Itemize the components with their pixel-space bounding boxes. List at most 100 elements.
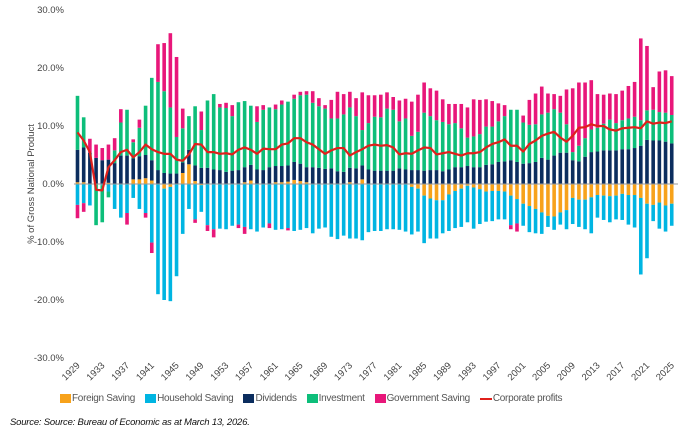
bar-government-saving-1959 xyxy=(261,105,265,110)
bar-investment-1943 xyxy=(162,91,166,173)
bar-dividends-1997 xyxy=(496,161,501,184)
bar-investment-1989 xyxy=(447,124,451,170)
bar-government-saving-1995 xyxy=(484,99,488,127)
bar-dividends-1975 xyxy=(360,165,365,180)
chart: % of Gross National Product 30.0% 20.0% 10… xyxy=(26,5,678,383)
bar-household-saving-1961 xyxy=(273,184,278,230)
bar-dividends-2003 xyxy=(533,161,538,184)
bar-investment-2015 xyxy=(608,119,612,151)
bar-investment-1996 xyxy=(490,126,495,165)
bar-household-saving-1939 xyxy=(137,184,142,209)
bar-dividends-1980 xyxy=(391,170,395,184)
bar-government-saving-1934 xyxy=(106,144,111,160)
bar-household-saving-1970 xyxy=(329,184,334,237)
bar-dividends-1958 xyxy=(255,169,259,184)
bar-dividends-2007 xyxy=(558,152,563,184)
bar-investment-1949 xyxy=(199,130,204,168)
x-tick-label: 1981 xyxy=(382,360,405,383)
bar-foreign-saving-1993 xyxy=(471,184,476,188)
bar-investment-1968 xyxy=(317,106,321,168)
bar-investment-1958 xyxy=(255,121,259,170)
bar-government-saving-1942 xyxy=(156,44,160,82)
bar-investment-1965 xyxy=(298,95,303,164)
bar-dividends-1956 xyxy=(242,167,247,183)
y-tick-label: -20.0% xyxy=(34,295,65,306)
bar-dividends-2015 xyxy=(608,150,612,184)
bar-foreign-saving-1957 xyxy=(249,180,253,184)
bar-household-saving-1958 xyxy=(255,184,259,232)
bar-government-saving-1974 xyxy=(354,98,358,117)
bar-government-saving-2012 xyxy=(589,80,594,130)
bar-investment-1969 xyxy=(323,108,327,169)
bar-government-saving-1975 xyxy=(360,92,365,131)
bar-foreign-saving-2010 xyxy=(577,184,581,200)
bar-foreign-saving-1949 xyxy=(199,184,204,186)
bar-household-saving-1942 xyxy=(156,184,160,295)
bar-household-saving-1983 xyxy=(409,186,414,235)
bar-investment-2017 xyxy=(620,120,625,150)
bar-government-saving-2013 xyxy=(595,94,600,128)
bar-household-saving-1997 xyxy=(496,190,501,220)
bar-investment-1987 xyxy=(434,120,439,171)
bar-household-saving-1929 xyxy=(75,184,80,205)
bar-dividends-1962 xyxy=(279,166,284,183)
bar-investment-2005 xyxy=(546,112,550,160)
bar-household-saving-1986 xyxy=(428,198,433,239)
bar-dividends-2019 xyxy=(632,148,637,184)
bar-government-saving-2019 xyxy=(632,81,637,117)
bar-investment-1974 xyxy=(354,116,358,169)
bar-government-saving-1984 xyxy=(416,94,420,132)
bar-dividends-1950 xyxy=(205,167,210,184)
bar-foreign-saving-1999 xyxy=(509,184,513,196)
bar-government-saving-1986 xyxy=(428,88,433,117)
bar-dividends-1942 xyxy=(156,170,160,184)
bar-government-saving-1978 xyxy=(379,94,383,118)
bar-household-saving-1989 xyxy=(447,194,451,231)
bar-foreign-saving-2008 xyxy=(564,184,569,211)
bar-foreign-saving-1996 xyxy=(490,184,495,191)
bar-government-saving-1987 xyxy=(434,90,439,121)
x-tick-label: 1953 xyxy=(208,360,231,383)
bar-household-saving-2010 xyxy=(577,199,581,227)
bar-dividends-1955 xyxy=(236,170,241,184)
bar-dividends-1931 xyxy=(88,152,92,184)
bar-foreign-saving-2023 xyxy=(657,184,662,203)
bar-dividends-2025 xyxy=(669,143,674,184)
bar-household-saving-2017 xyxy=(620,193,625,220)
bar-dividends-1937 xyxy=(125,155,129,184)
bar-foreign-saving-1991 xyxy=(459,184,464,189)
bar-government-saving-1969 xyxy=(323,105,327,109)
bar-dividends-1957 xyxy=(249,164,253,181)
legend-label: Government Saving xyxy=(386,393,471,404)
bar-government-saving-2000 xyxy=(515,223,519,232)
bar-government-saving-2017 xyxy=(620,90,625,121)
bar-dividends-1961 xyxy=(273,166,278,183)
bar-investment-1953 xyxy=(224,108,228,172)
bar-household-saving-1980 xyxy=(391,184,395,230)
legend-label: Investment xyxy=(318,393,365,404)
bar-household-saving-1962 xyxy=(279,184,284,230)
bar-dividends-1994 xyxy=(478,167,482,184)
bar-household-saving-1963 xyxy=(286,184,290,229)
bar-household-saving-1979 xyxy=(385,184,389,230)
bar-dividends-1987 xyxy=(434,170,439,184)
x-tick-label: 2021 xyxy=(629,360,652,383)
legend-label: Corporate profits xyxy=(492,393,563,404)
bar-government-saving-1953 xyxy=(224,102,228,109)
bar-dividends-1982 xyxy=(403,169,408,184)
bar-investment-2023 xyxy=(657,112,662,141)
bar-investment-2022 xyxy=(651,109,655,141)
bar-dividends-1998 xyxy=(502,161,507,184)
bar-household-saving-2003 xyxy=(533,208,538,234)
bar-investment-1986 xyxy=(428,116,433,171)
bar-investment-1929 xyxy=(75,95,80,150)
bar-dividends-1981 xyxy=(397,168,402,184)
bar-investment-2008 xyxy=(564,124,569,153)
bar-foreign-saving-1965 xyxy=(298,181,303,184)
bar-foreign-saving-1983 xyxy=(409,184,414,187)
x-tick-label: 1937 xyxy=(109,360,132,383)
bar-investment-1999 xyxy=(509,109,513,161)
bar-dividends-2016 xyxy=(614,150,618,184)
bar-dividends-2005 xyxy=(546,159,550,184)
bar-household-saving-1975 xyxy=(360,184,365,241)
